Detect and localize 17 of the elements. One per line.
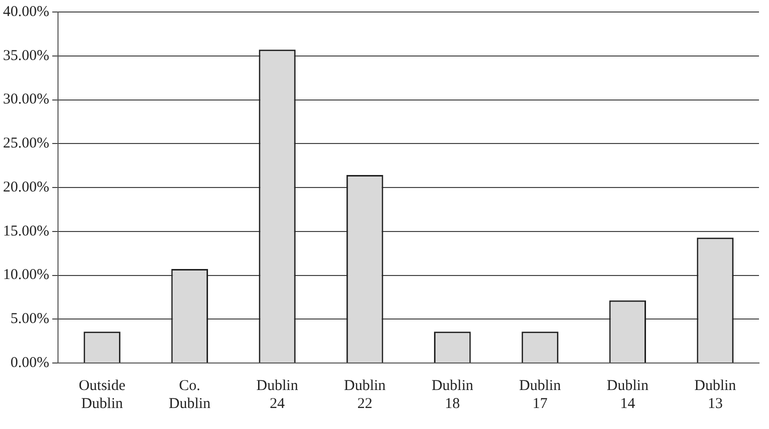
y-tick-label: 20.00%: [2, 179, 50, 196]
x-tick-label: Dublin 13: [694, 378, 737, 412]
x-tick-label: Co. Dublin: [168, 378, 211, 412]
x-tick-label: Dublin 22: [344, 378, 386, 412]
y-tick-label: 30.00%: [2, 92, 50, 108]
y-tick-label: 15.00%: [2, 223, 50, 240]
y-tick-label: 10.00%: [2, 267, 50, 284]
x-tick-label: Dublin 18: [432, 378, 474, 412]
x-tick-label: Outside Dublin: [78, 378, 126, 412]
y-tick-label: 5.00%: [10, 311, 50, 328]
x-tick-label: Dublin 17: [519, 378, 562, 412]
y-tick-label: 25.00%: [2, 136, 50, 152]
x-tick-label: Dublin 14: [606, 378, 649, 412]
x-tick-label: Dublin 24: [256, 378, 299, 412]
y-tick-label: 40.00%: [2, 4, 50, 20]
y-tick-label: 35.00%: [2, 48, 50, 64]
y-tick-label: 0.00%: [10, 354, 50, 371]
